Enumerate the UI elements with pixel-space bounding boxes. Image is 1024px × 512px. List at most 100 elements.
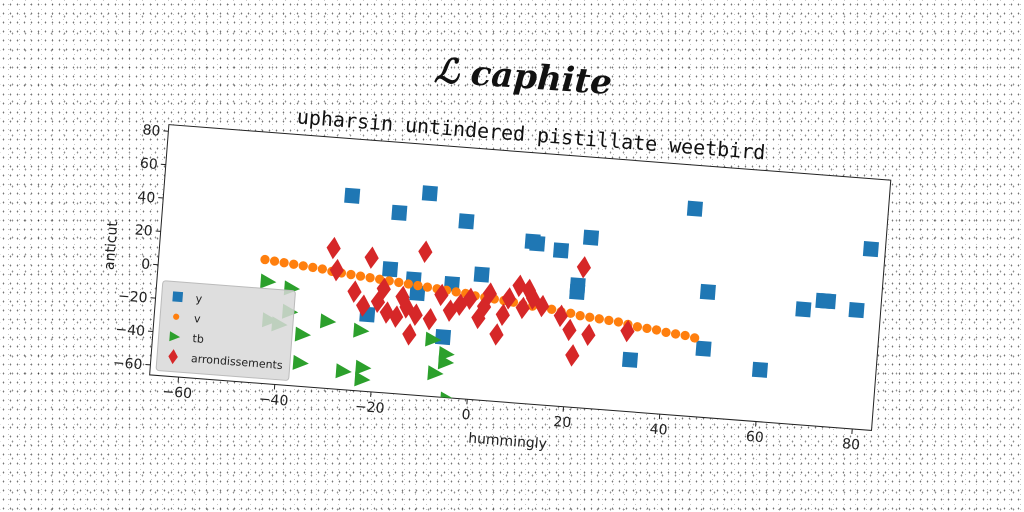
y-tick-label: −40: [115, 322, 146, 340]
point-y: [344, 187, 361, 204]
point-arrondissements: [408, 303, 423, 326]
x-tick-label: 60: [745, 429, 764, 446]
x-tick-label: −40: [258, 391, 289, 409]
point-y: [421, 185, 438, 202]
point-y: [862, 241, 879, 258]
point-arrondissements: [434, 283, 449, 307]
y-tick-label: 80: [142, 122, 161, 139]
point-y: [751, 361, 769, 378]
point-arrondissements: [329, 258, 344, 282]
point-tb: [425, 331, 442, 347]
point-arrondissements: [501, 287, 517, 310]
point-tb: [292, 354, 309, 370]
point-v: [260, 254, 270, 265]
point-arrondissements: [364, 246, 379, 269]
point-arrondissements: [402, 323, 417, 346]
y-axis-label: anticut: [102, 220, 122, 270]
point-arrondissements: [326, 236, 341, 260]
point-v: [289, 259, 299, 269]
x-axis: −60 −40 −20 0 20 40 60 80: [162, 377, 861, 454]
point-arrondissements: [565, 344, 580, 367]
point-y: [848, 302, 865, 319]
point-arrondissements: [489, 323, 504, 346]
point-y: [409, 285, 426, 302]
point-arrondissements: [399, 296, 414, 319]
legend-box: [155, 280, 296, 381]
point-arrondissements: [476, 295, 492, 318]
y-tick-label: −20: [117, 288, 148, 306]
point-v: [413, 280, 423, 291]
point-v: [575, 311, 585, 321]
point-arrondissements: [370, 290, 386, 314]
point-v: [690, 333, 700, 343]
legend-entry: y: [195, 292, 203, 305]
point-arrondissements: [422, 308, 437, 331]
point-y: [582, 229, 600, 246]
y-tick-label: 20: [134, 222, 153, 239]
y-tick-label: −60: [112, 355, 143, 373]
point-v: [451, 287, 461, 297]
point-arrondissements: [379, 301, 394, 324]
legend-marker: [168, 349, 178, 365]
y-tick-label: 40: [137, 189, 156, 206]
point-v: [613, 317, 624, 327]
point-v: [403, 279, 414, 289]
point-arrondissements: [620, 319, 635, 343]
point-v: [317, 264, 328, 274]
x-tick-label: −60: [162, 384, 193, 402]
point-arrondissements: [389, 305, 404, 328]
point-v: [346, 269, 356, 280]
point-v: [670, 329, 681, 339]
point-v: [642, 323, 652, 334]
point-arrondissements: [418, 240, 433, 263]
point-y: [473, 266, 490, 283]
point-tb: [427, 365, 444, 381]
y-axis: −60 −40 −20 0 20 40 60 80: [112, 122, 169, 373]
point-tb: [260, 273, 277, 289]
point-v: [604, 315, 614, 326]
point-tb: [437, 354, 455, 370]
point-v: [594, 314, 604, 324]
point-y: [621, 351, 639, 368]
y-tick-label: 0: [141, 256, 151, 273]
legend-marker: [169, 331, 181, 342]
point-v: [680, 330, 690, 341]
chart-title: ℒ caphite: [433, 51, 613, 103]
x-tick-label: 80: [842, 436, 861, 453]
point-arrondissements: [356, 294, 371, 317]
point-v: [279, 258, 289, 268]
point-arrondissements: [521, 278, 537, 302]
point-arrondissements: [562, 318, 577, 342]
data-marks: [260, 185, 879, 407]
point-tb: [319, 313, 337, 329]
point-y: [699, 283, 716, 301]
point-v: [632, 322, 643, 332]
point-y: [529, 235, 546, 252]
point-arrondissements: [395, 285, 410, 309]
y-tick-label: 60: [139, 156, 158, 173]
point-arrondissements: [553, 304, 568, 328]
point-arrondissements: [463, 287, 478, 311]
point-y: [695, 340, 712, 357]
x-tick-label: 0: [461, 407, 471, 424]
point-y: [569, 283, 586, 301]
point-v: [365, 273, 375, 283]
point-y: [820, 293, 837, 310]
point-y: [686, 200, 703, 217]
x-axis-label: hummingly: [468, 431, 548, 453]
point-v: [566, 308, 576, 318]
point-arrondissements: [515, 296, 530, 320]
point-tb: [294, 326, 312, 342]
point-tb: [355, 359, 372, 375]
point-arrondissements: [576, 256, 592, 279]
legend-entry: tb: [192, 332, 204, 346]
legend-entry: v: [194, 312, 202, 325]
point-y: [795, 301, 812, 318]
point-y: [458, 213, 475, 230]
point-v: [651, 325, 662, 335]
x-tick-label: 40: [649, 421, 668, 438]
point-y: [382, 261, 399, 278]
x-tick-label: −20: [354, 399, 385, 417]
